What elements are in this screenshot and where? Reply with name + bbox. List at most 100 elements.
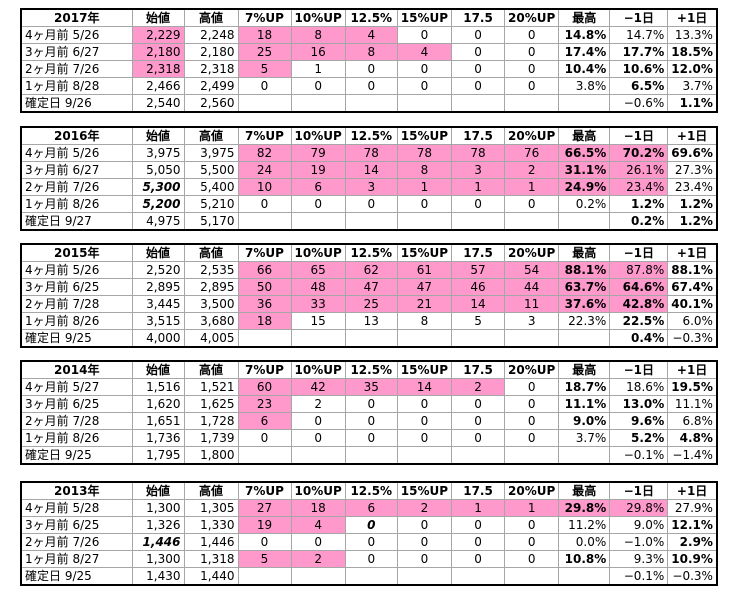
cell-up10: 16: [291, 43, 346, 61]
cell-open: 1,736: [132, 429, 185, 447]
cell-minus1d: 9.0%: [609, 516, 669, 534]
column-header-high: 高値: [184, 126, 239, 145]
cell-up12-5: [345, 94, 398, 113]
cell-max: 0.2%: [558, 195, 611, 213]
cell-open: 2,180: [132, 43, 185, 61]
row-label: 確定日 9/25: [20, 329, 133, 348]
cell-up7: 23: [238, 395, 292, 413]
cell-up17-5: 0: [451, 26, 506, 44]
table-row: 2ヶ月前 7/28 3,445 3,500 36 33 25 21 14 11 37.6% 42.8…: [20, 295, 718, 313]
cell-up10: 0: [291, 77, 346, 95]
cell-up7: 18: [238, 26, 292, 44]
cell-up7: 24: [238, 161, 292, 179]
cell-minus1d: 17.7%: [609, 43, 669, 61]
cell-up20: [504, 94, 560, 113]
cell-minus1d: −1.0%: [609, 533, 669, 551]
cell-up7: 19: [238, 516, 292, 534]
year-label: 2013年: [20, 481, 133, 500]
cell-up12-5: 4: [345, 26, 398, 44]
cell-up20: 0: [504, 43, 560, 61]
cell-plus1d: 27.3%: [667, 161, 718, 179]
table-row: 3ヶ月前 6/25 1,326 1,330 19 4 0 0 0 0 11.2% 9.0% 12.1%: [20, 516, 718, 534]
column-header-up17-5: 17.5: [451, 126, 506, 145]
column-header-max: 最高: [558, 243, 611, 262]
cell-up7: [238, 446, 292, 465]
cell-up7: 25: [238, 43, 292, 61]
cell-up17-5: 78: [451, 144, 506, 162]
cell-up7: 0: [238, 195, 292, 213]
table-row: 1ヶ月前 8/26 5,200 5,210 0 0 0 0 0 0 0.2% 1.2% 1.2%: [20, 195, 718, 213]
header-row: 2017年 始値 高値 7%UP 10%UP 12.5% 15%UP 17.5 20%UP 最高 −…: [20, 8, 718, 27]
cell-plus1d: −1.4%: [667, 446, 718, 465]
cell-up17-5: 0: [451, 516, 506, 534]
cell-open: 1,326: [132, 516, 185, 534]
cell-plus1d: 69.6%: [667, 144, 718, 162]
cell-open: 2,540: [132, 94, 185, 113]
cell-up7: 27: [238, 499, 292, 517]
cell-high: 1,728: [184, 412, 239, 430]
cell-open: 2,318: [132, 60, 185, 78]
cell-max: 11.2%: [558, 516, 611, 534]
row-label: 3ヶ月前 6/27: [20, 43, 133, 61]
cell-minus1d: 0.4%: [609, 329, 669, 348]
year-label: 2014年: [20, 360, 133, 379]
cell-up7: 10: [238, 178, 292, 196]
column-header-up7: 7%UP: [238, 481, 292, 500]
cell-high: 3,500: [184, 295, 239, 313]
cell-high: 4,005: [184, 329, 239, 348]
cell-minus1d: 70.2%: [609, 144, 669, 162]
cell-plus1d: 18.5%: [667, 43, 718, 61]
column-header-minus1d: −1日: [609, 243, 669, 262]
column-header-plus1d: +1日: [667, 481, 718, 500]
column-header-high: 高値: [184, 8, 239, 27]
cell-max: [558, 567, 611, 586]
row-label: 2ヶ月前 7/28: [20, 412, 133, 430]
column-header-up20: 20%UP: [504, 8, 560, 27]
cell-max: 17.4%: [558, 43, 611, 61]
cell-max: 22.3%: [558, 312, 611, 330]
cell-up20: 2: [504, 161, 560, 179]
cell-max: 11.1%: [558, 395, 611, 413]
column-header-up7: 7%UP: [238, 243, 292, 262]
cell-up7: 0: [238, 533, 292, 551]
cell-up17-5: 0: [451, 550, 506, 568]
cell-max: 63.7%: [558, 278, 611, 296]
cell-max: 14.8%: [558, 26, 611, 44]
cell-plus1d: 1.2%: [667, 212, 718, 231]
column-header-plus1d: +1日: [667, 8, 718, 27]
cell-high: 1,739: [184, 429, 239, 447]
cell-up20: 54: [504, 261, 560, 279]
cell-up20: 0: [504, 550, 560, 568]
cell-up12-5: 8: [345, 43, 398, 61]
cell-minus1d: 5.2%: [609, 429, 669, 447]
column-header-up20: 20%UP: [504, 360, 560, 379]
cell-up12-5: 0: [345, 429, 398, 447]
column-header-up7: 7%UP: [238, 126, 292, 145]
cell-high: 2,560: [184, 94, 239, 113]
column-header-up17-5: 17.5: [451, 8, 506, 27]
year-table: 2015年 始値 高値 7%UP 10%UP 12.5% 15%UP 17.5 20%UP 最高 −…: [20, 243, 718, 348]
cell-up7: 50: [238, 278, 292, 296]
cell-up12-5: 14: [345, 161, 398, 179]
cell-up15: 0: [397, 550, 453, 568]
cell-up10: 6: [291, 178, 346, 196]
cell-up12-5: [345, 329, 398, 348]
column-header-up20: 20%UP: [504, 243, 560, 262]
year-table: 2017年 始値 高値 7%UP 10%UP 12.5% 15%UP 17.5 20%UP 最高 −…: [20, 8, 718, 113]
row-label: 1ヶ月前 8/26: [20, 195, 133, 213]
cell-up17-5: 0: [451, 429, 506, 447]
cell-max: [558, 446, 611, 465]
cell-up10: 8: [291, 26, 346, 44]
row-label: 4ヶ月前 5/26: [20, 261, 133, 279]
row-label: 確定日 9/25: [20, 567, 133, 586]
cell-up10: 4: [291, 516, 346, 534]
cell-up15: 0: [397, 195, 453, 213]
cell-up12-5: 3: [345, 178, 398, 196]
cell-up12-5: 0: [345, 395, 398, 413]
cell-plus1d: 40.1%: [667, 295, 718, 313]
cell-up12-5: 0: [345, 412, 398, 430]
cell-high: 1,318: [184, 550, 239, 568]
cell-up15: 1: [397, 178, 453, 196]
cell-up17-5: 0: [451, 533, 506, 551]
cell-up12-5: 0: [345, 550, 398, 568]
